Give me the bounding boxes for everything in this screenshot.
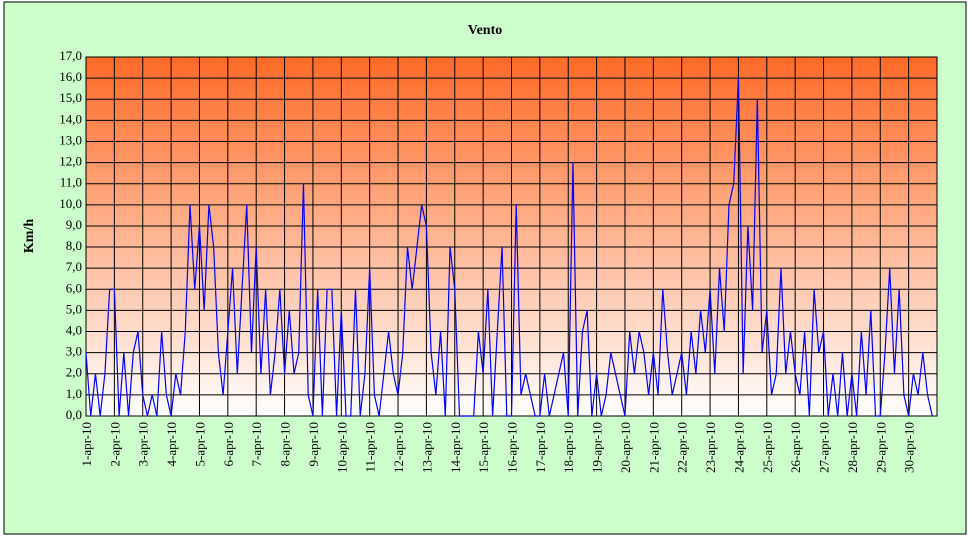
x-tick-label: 10-apr-10: [334, 422, 349, 473]
x-tick-label: 16-apr-10: [504, 422, 519, 473]
y-tick-label: 4,0: [66, 323, 82, 338]
x-tick-label: 12-apr-10: [391, 422, 406, 473]
chart-title: Vento: [468, 23, 503, 38]
y-tick-label: 0,0: [66, 407, 82, 422]
x-tick-label: 15-apr-10: [476, 422, 491, 473]
y-tick-label: 9,0: [66, 217, 82, 232]
y-tick-label: 3,0: [66, 344, 82, 359]
x-tick-label: 2-apr-10: [107, 422, 122, 467]
y-tick-label: 7,0: [66, 259, 82, 274]
y-axis-label: Km/h: [22, 219, 37, 253]
y-tick-label: 14,0: [59, 111, 82, 126]
x-tick-label: 23-apr-10: [703, 422, 718, 473]
x-tick-label: 3-apr-10: [136, 422, 151, 467]
x-tick-label: 7-apr-10: [249, 422, 264, 467]
x-tick-label: 21-apr-10: [646, 422, 661, 473]
x-tick-label: 25-apr-10: [760, 422, 775, 473]
y-tick-label: 8,0: [66, 238, 82, 253]
y-tick-label: 5,0: [66, 301, 82, 316]
x-tick-label: 20-apr-10: [618, 422, 633, 473]
x-tick-label: 5-apr-10: [192, 422, 207, 467]
x-tick-label: 18-apr-10: [561, 422, 576, 473]
y-tick-label: 10,0: [59, 196, 82, 211]
y-tick-label: 11,0: [60, 175, 82, 190]
x-tick-label: 1-apr-10: [79, 422, 94, 467]
x-tick-label: 8-apr-10: [278, 422, 293, 467]
y-tick-label: 12,0: [59, 154, 82, 169]
x-tick-label: 24-apr-10: [731, 422, 746, 473]
x-tick-label: 6-apr-10: [221, 422, 236, 467]
x-tick-label: 30-apr-10: [902, 422, 917, 473]
x-tick-label: 11-apr-10: [363, 422, 378, 473]
x-tick-label: 27-apr-10: [817, 422, 832, 473]
x-tick-label: 13-apr-10: [419, 422, 434, 473]
x-tick-label: 22-apr-10: [675, 422, 690, 473]
y-tick-label: 1,0: [66, 386, 82, 401]
x-tick-label: 19-apr-10: [590, 422, 605, 473]
y-tick-label: 16,0: [59, 69, 82, 84]
x-tick-label: 14-apr-10: [448, 422, 463, 473]
y-tick-label: 17,0: [59, 48, 82, 63]
x-tick-label: 4-apr-10: [164, 422, 179, 467]
data-line: [85, 78, 933, 417]
x-tick-label: 29-apr-10: [873, 422, 888, 473]
x-tick-label: 17-apr-10: [533, 422, 548, 473]
y-tick-label: 6,0: [66, 280, 82, 295]
y-tick-label: 2,0: [66, 365, 82, 380]
x-tick-label: 9-apr-10: [306, 422, 321, 467]
y-tick-label: 15,0: [59, 90, 82, 105]
x-tick-label: 26-apr-10: [788, 422, 803, 473]
x-tick-label: 28-apr-10: [845, 422, 860, 473]
y-tick-label: 13,0: [59, 132, 82, 147]
